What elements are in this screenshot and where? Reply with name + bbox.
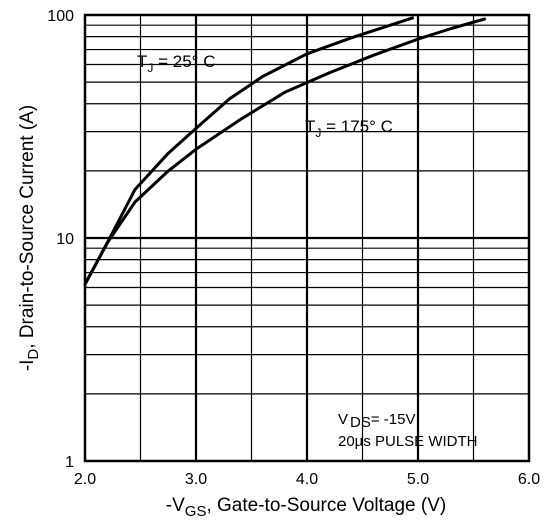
x-axis-label: -VGS, Gate-to-Source Voltage (V) — [166, 495, 446, 520]
curves — [83, 16, 487, 286]
x-tick-label: 4.0 — [296, 471, 318, 488]
conditions-line-2: 20µs PULSE WIDTH — [338, 433, 478, 450]
y-axis-label: -ID, Drain-to-Source Current (A) — [17, 105, 42, 371]
series-line-2 — [83, 17, 487, 286]
series-line-1 — [83, 16, 414, 286]
grid — [85, 15, 529, 461]
tick-labels: 2.0 3.0 4.0 5.0 6.0 1 10 100 — [47, 8, 540, 488]
series-label-175c: TJ = 175° C — [305, 117, 393, 140]
x-tick-label: 2.0 — [74, 471, 96, 488]
y-tick-label: 1 — [65, 454, 74, 471]
x-tick-label: 5.0 — [407, 471, 429, 488]
x-tick-label: 3.0 — [185, 471, 207, 488]
series-label-25c: TJ = 25° C — [137, 52, 215, 75]
conditions-line-1: V DS= -15V — [338, 411, 415, 431]
y-tick-label: 100 — [47, 8, 74, 25]
y-tick-label: 10 — [56, 231, 74, 248]
x-tick-label: 6.0 — [518, 471, 540, 488]
plot-frame — [83, 13, 531, 463]
